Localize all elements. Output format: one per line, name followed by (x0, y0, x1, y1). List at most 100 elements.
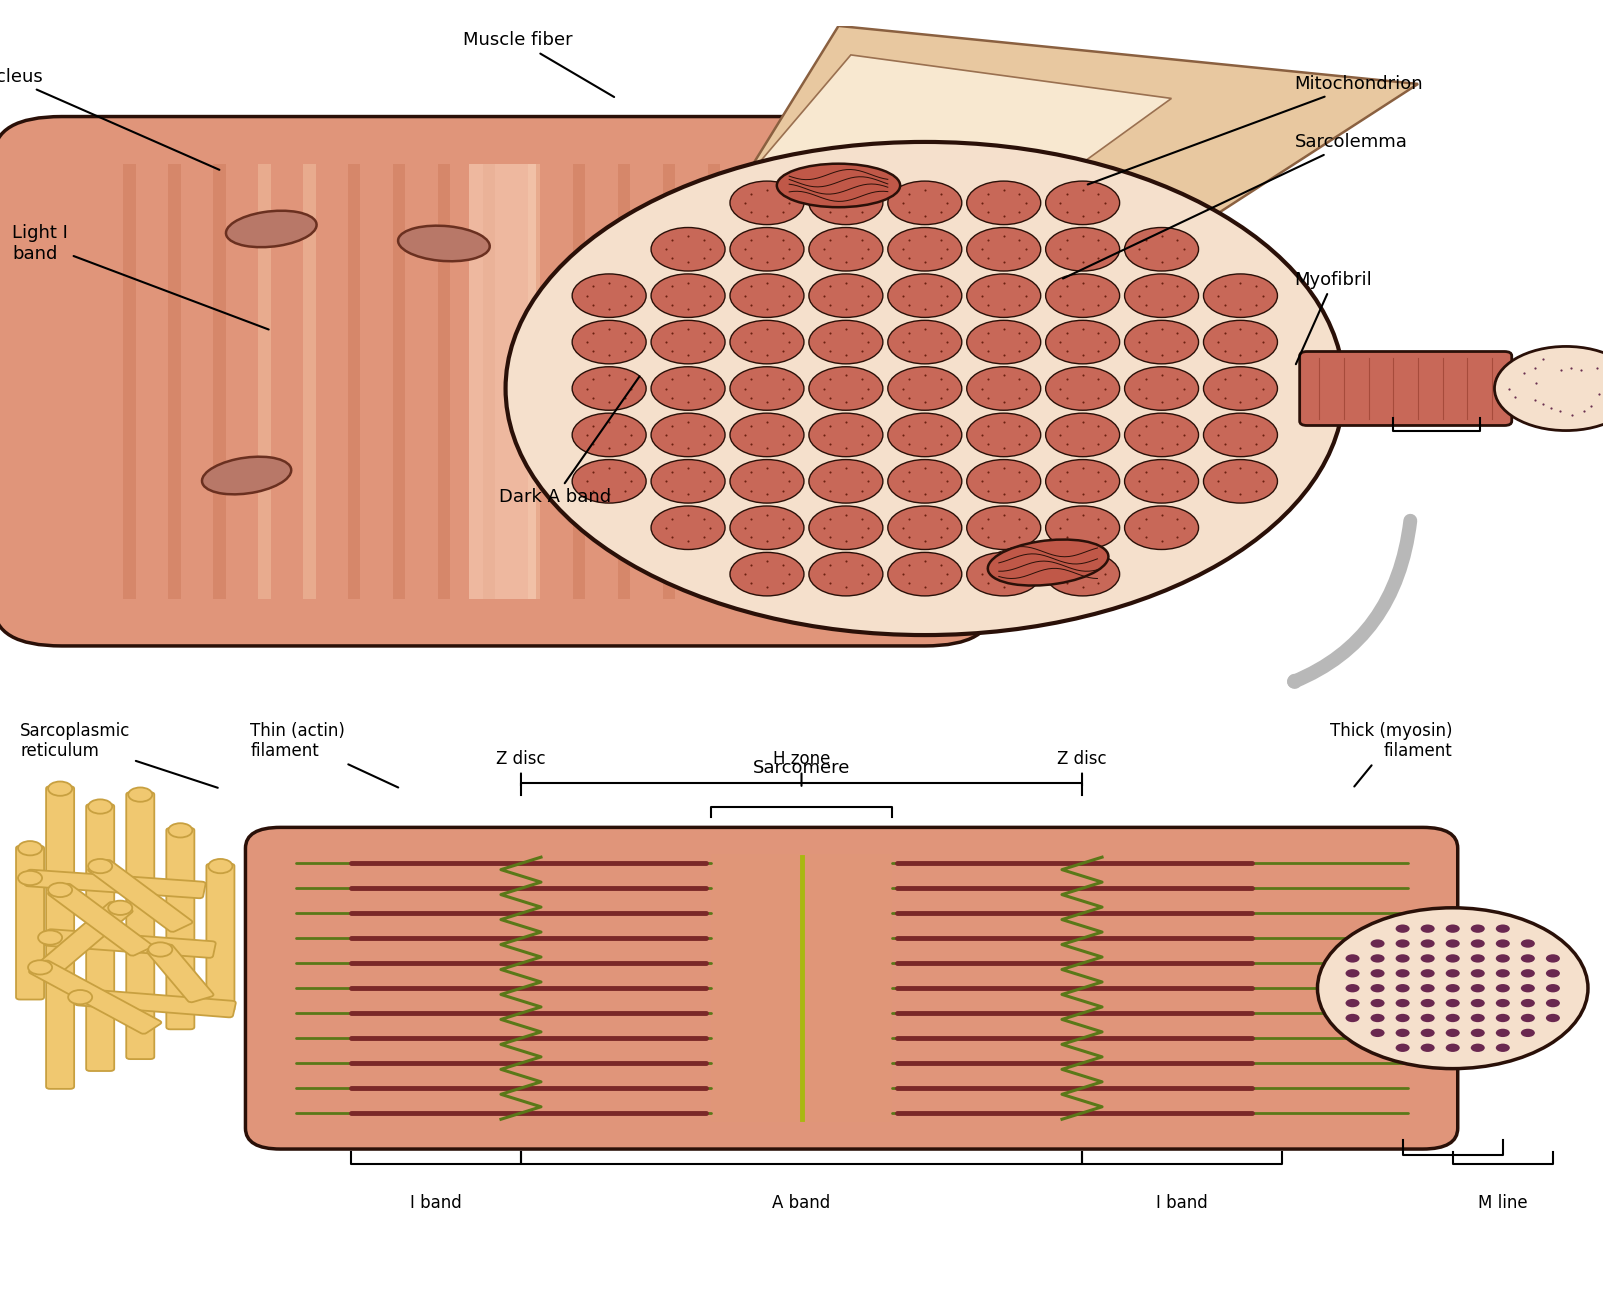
Circle shape (1496, 925, 1510, 932)
Circle shape (18, 840, 42, 856)
Circle shape (729, 506, 805, 549)
Circle shape (1045, 460, 1119, 502)
Circle shape (1545, 1014, 1560, 1022)
Circle shape (1472, 984, 1484, 992)
Text: Thick (myosin)
filament: Thick (myosin) filament (1330, 721, 1452, 786)
FancyBboxPatch shape (572, 163, 585, 598)
Text: Z disc: Z disc (1058, 750, 1106, 786)
Circle shape (1521, 1028, 1536, 1037)
Circle shape (967, 275, 1040, 317)
Circle shape (1045, 413, 1119, 457)
Circle shape (1446, 969, 1460, 978)
Circle shape (1446, 1044, 1460, 1052)
Circle shape (888, 506, 962, 549)
Circle shape (1371, 954, 1385, 962)
Circle shape (1045, 275, 1119, 317)
FancyBboxPatch shape (168, 163, 181, 598)
Circle shape (1371, 998, 1385, 1008)
Circle shape (888, 460, 962, 502)
Text: Z disc: Z disc (497, 750, 545, 786)
FancyBboxPatch shape (48, 883, 152, 956)
Circle shape (1472, 954, 1484, 962)
Circle shape (1472, 1014, 1484, 1022)
Circle shape (572, 366, 646, 411)
Circle shape (810, 228, 883, 271)
Circle shape (1420, 954, 1435, 962)
Polygon shape (741, 26, 1419, 243)
Circle shape (1045, 320, 1119, 364)
Circle shape (1396, 1044, 1409, 1052)
FancyBboxPatch shape (843, 163, 854, 598)
FancyBboxPatch shape (303, 163, 316, 598)
Circle shape (1345, 969, 1359, 978)
Circle shape (1496, 984, 1510, 992)
Circle shape (967, 181, 1040, 224)
Text: Muscle fiber: Muscle fiber (463, 31, 614, 97)
FancyBboxPatch shape (1300, 351, 1512, 426)
Circle shape (88, 859, 112, 873)
Circle shape (1472, 925, 1484, 932)
Circle shape (810, 460, 883, 502)
Circle shape (651, 413, 725, 457)
Circle shape (1045, 506, 1119, 549)
Circle shape (888, 366, 962, 411)
Circle shape (147, 943, 173, 957)
Polygon shape (741, 54, 1172, 215)
Circle shape (729, 181, 805, 224)
FancyBboxPatch shape (167, 828, 194, 1030)
FancyBboxPatch shape (393, 163, 406, 598)
Circle shape (1045, 553, 1119, 596)
Circle shape (1371, 969, 1385, 978)
FancyBboxPatch shape (127, 793, 154, 1059)
Circle shape (38, 930, 63, 945)
Circle shape (572, 413, 646, 457)
FancyBboxPatch shape (45, 930, 216, 958)
Text: Sarcoplasmic
reticulum: Sarcoplasmic reticulum (19, 721, 218, 787)
Circle shape (1521, 1014, 1536, 1022)
Circle shape (651, 366, 725, 411)
Circle shape (572, 275, 646, 317)
Circle shape (888, 320, 962, 364)
FancyBboxPatch shape (29, 961, 162, 1033)
Text: A band: A band (773, 1194, 830, 1212)
Circle shape (1496, 1028, 1510, 1037)
Circle shape (729, 366, 805, 411)
Text: Sarcolemma: Sarcolemma (1063, 133, 1407, 278)
Circle shape (1371, 1028, 1385, 1037)
Circle shape (1396, 984, 1409, 992)
FancyBboxPatch shape (888, 163, 901, 598)
FancyBboxPatch shape (37, 901, 133, 974)
Circle shape (107, 900, 131, 916)
Circle shape (67, 989, 93, 1005)
FancyBboxPatch shape (123, 163, 136, 598)
Circle shape (1446, 1014, 1460, 1022)
Circle shape (1472, 969, 1484, 978)
Circle shape (810, 553, 883, 596)
FancyBboxPatch shape (483, 163, 495, 598)
Circle shape (1472, 998, 1484, 1008)
Circle shape (1345, 1014, 1359, 1022)
Circle shape (810, 366, 883, 411)
FancyBboxPatch shape (664, 163, 675, 598)
Circle shape (1396, 969, 1409, 978)
Text: Light I
band: Light I band (13, 224, 269, 329)
Circle shape (29, 960, 51, 975)
FancyBboxPatch shape (468, 163, 537, 598)
Circle shape (1496, 954, 1510, 962)
Circle shape (1204, 275, 1278, 317)
Circle shape (1125, 228, 1199, 271)
Text: Sarcomere: Sarcomere (753, 759, 850, 777)
Circle shape (1396, 925, 1409, 932)
Circle shape (1345, 984, 1359, 992)
Circle shape (572, 320, 646, 364)
Circle shape (1446, 939, 1460, 948)
Text: Myofibril: Myofibril (1295, 271, 1372, 364)
FancyBboxPatch shape (46, 786, 74, 1089)
FancyBboxPatch shape (16, 846, 43, 1000)
Circle shape (1545, 954, 1560, 962)
FancyBboxPatch shape (147, 944, 213, 1002)
Text: Dark A band: Dark A band (499, 377, 640, 506)
Circle shape (888, 228, 962, 271)
FancyBboxPatch shape (207, 864, 234, 1011)
Circle shape (1521, 984, 1536, 992)
